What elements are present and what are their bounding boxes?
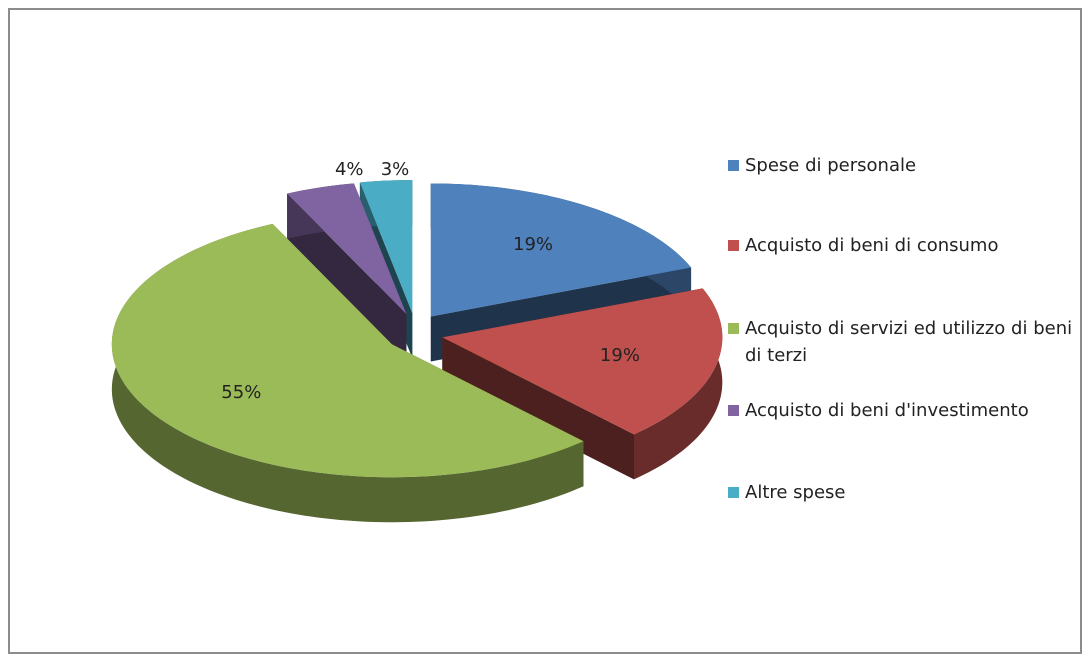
legend-swatch <box>728 405 739 416</box>
slice <box>359 180 413 314</box>
slice-side <box>633 288 723 480</box>
slice <box>111 223 584 478</box>
legend-label: Altre spese <box>745 482 846 503</box>
data-label: 4% <box>335 159 364 180</box>
legend-item: Acquisto di beni d'investimento <box>728 397 1078 424</box>
legend-label: Acquisto di beni d'investimento <box>745 400 1029 421</box>
legend-label: Spese di personale <box>745 155 917 176</box>
slice-side <box>287 193 407 359</box>
slice <box>287 183 407 314</box>
data-label: 19% <box>600 345 640 366</box>
legend-item: Altre spese <box>728 479 1078 506</box>
slice <box>442 288 723 435</box>
slice <box>442 288 723 480</box>
legend-item: Spese di personale <box>728 152 1078 179</box>
legend-swatch <box>728 487 739 498</box>
slice <box>287 183 407 359</box>
data-label: 3% <box>381 159 410 180</box>
legend-swatch <box>728 240 739 251</box>
data-label: 55% <box>221 382 261 403</box>
slice <box>111 223 584 523</box>
legend-label: Acquisto di beni di consumo <box>745 235 999 256</box>
chart-frame <box>8 8 1082 654</box>
legend-label: Acquisto di servizi ed utilizzo di beni … <box>745 318 1073 366</box>
legend-swatch <box>728 160 739 171</box>
slice-side <box>442 337 634 480</box>
legend-item: Acquisto di beni di consumo <box>728 232 1078 259</box>
legend-item: Acquisto di servizi ed utilizzo di beni … <box>728 315 1078 369</box>
slice <box>430 183 692 317</box>
slice-side <box>111 223 584 523</box>
data-label: 19% <box>513 234 553 255</box>
legend-swatch <box>728 323 739 334</box>
